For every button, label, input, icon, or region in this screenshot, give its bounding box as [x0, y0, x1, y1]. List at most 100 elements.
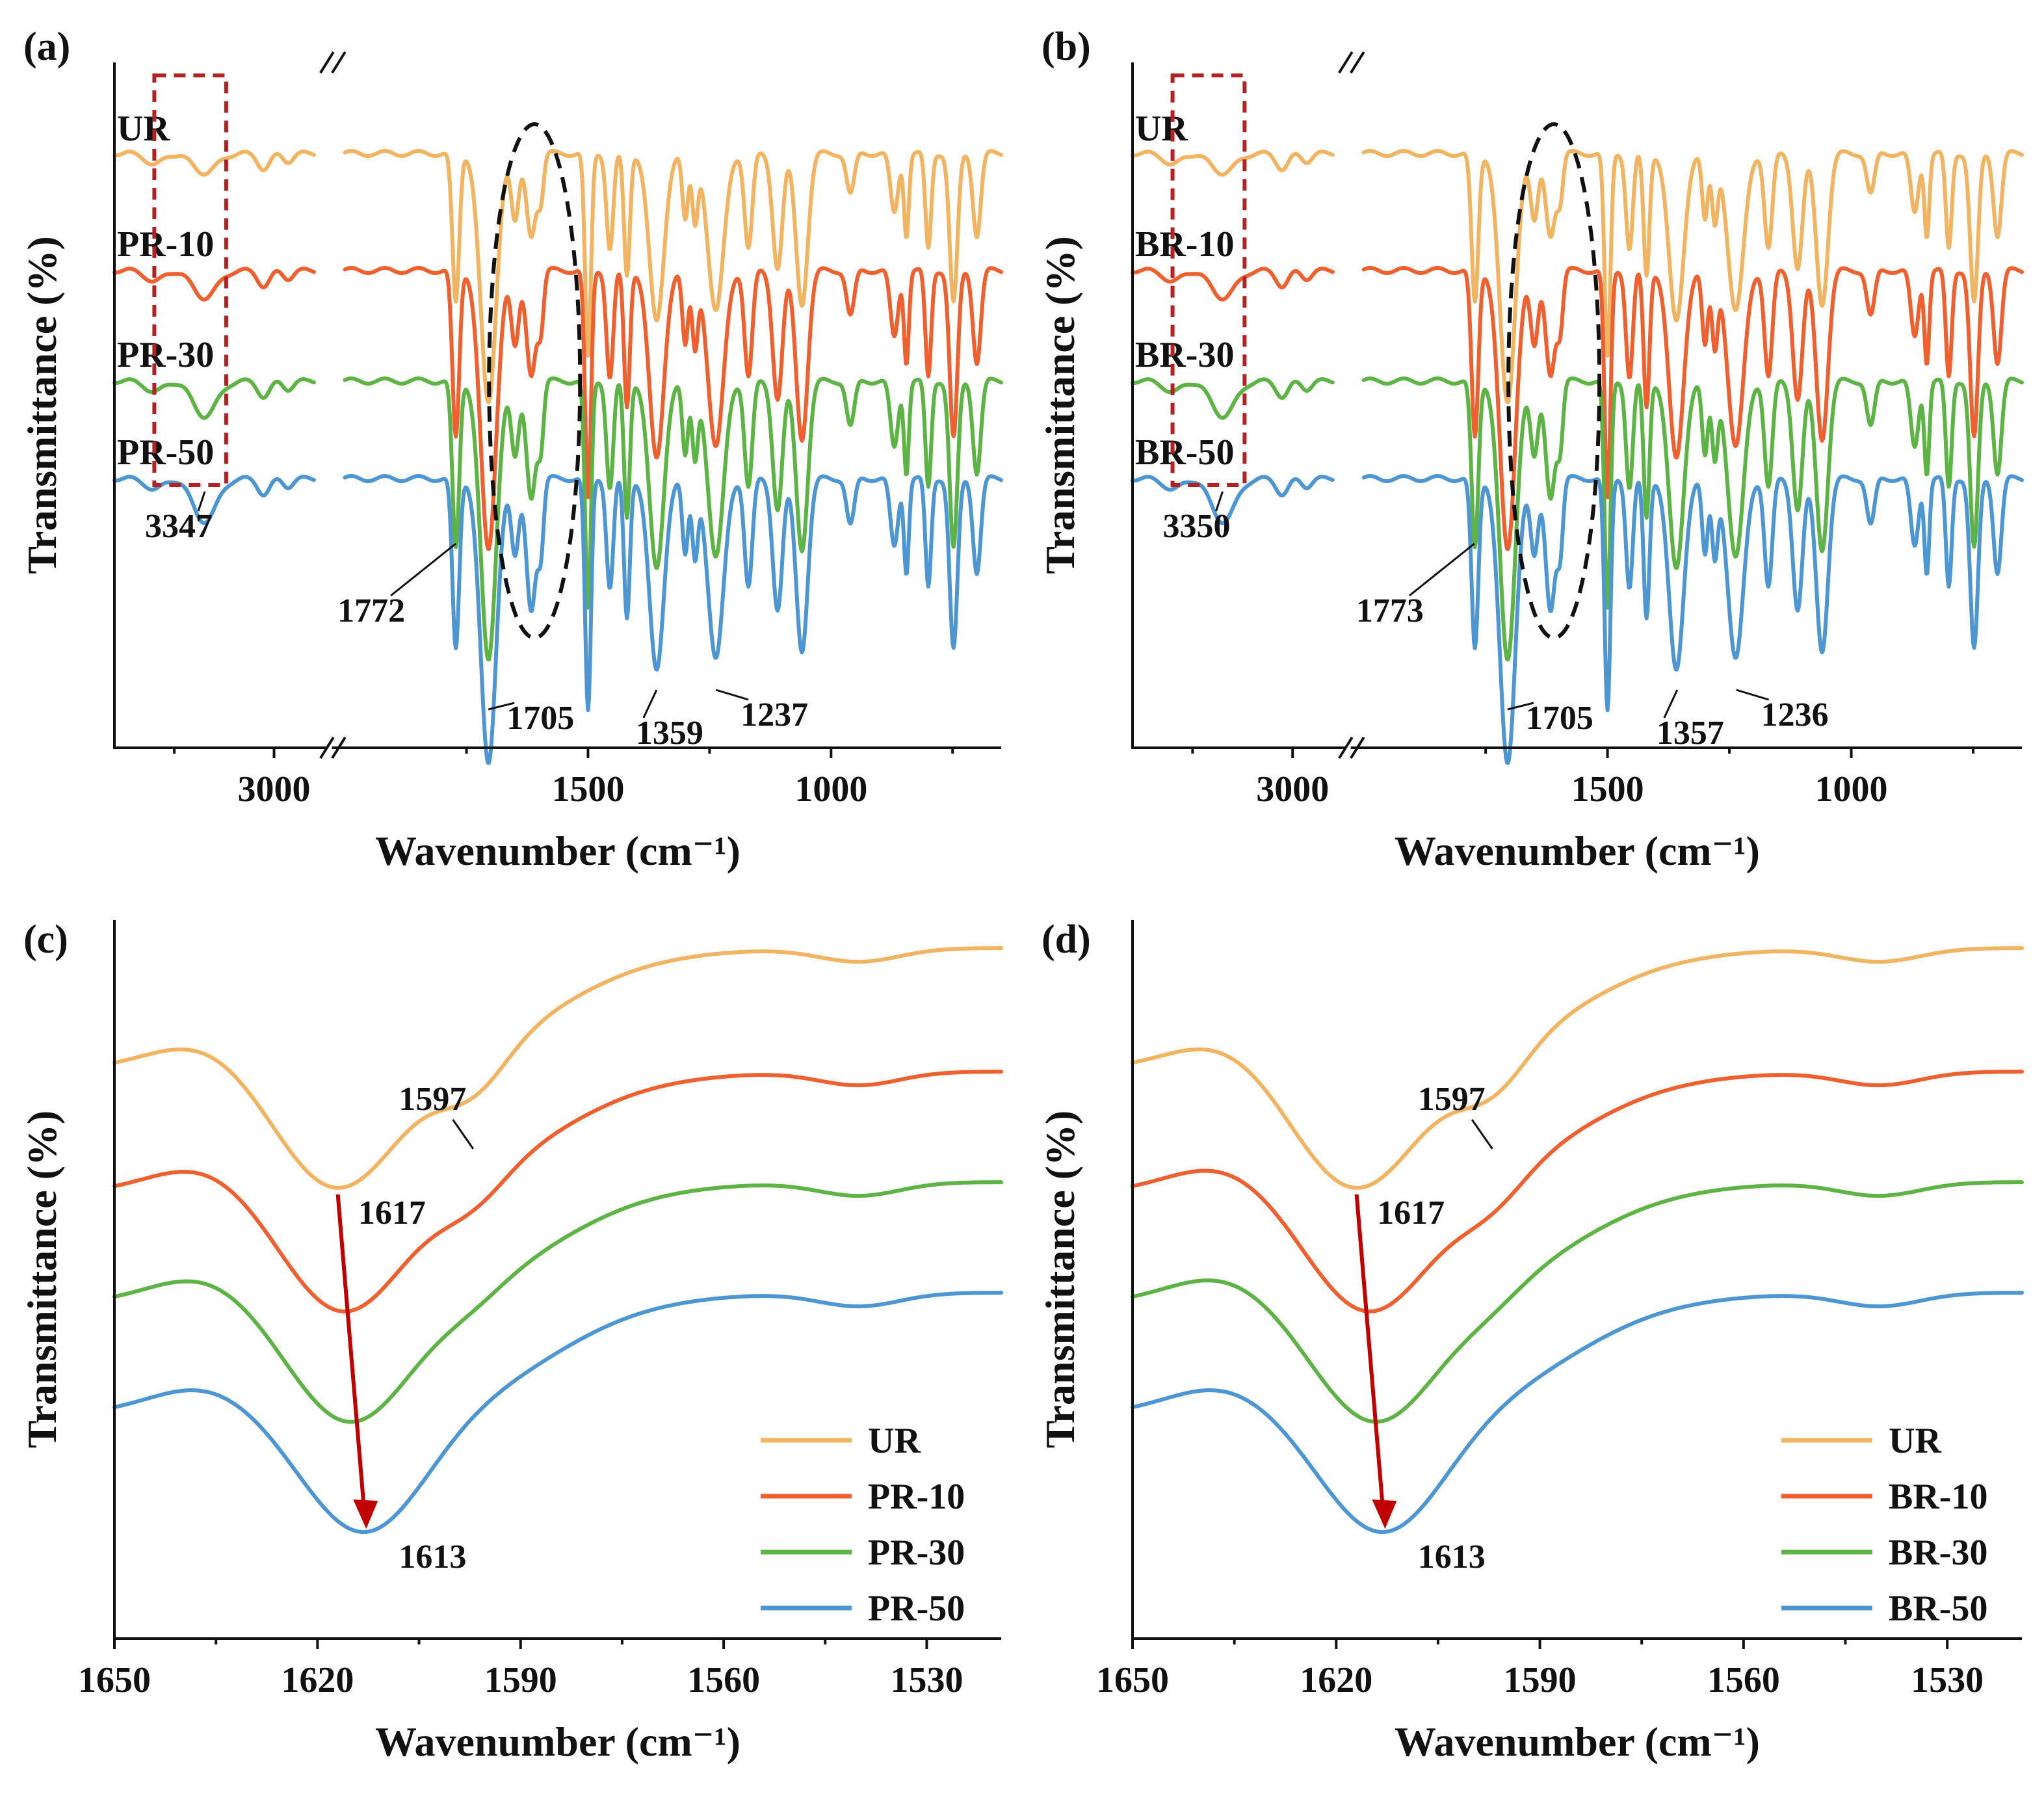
panel-d: 1650 1620 1590 1560 1530 Wavenumber (cm⁻¹) Tra…: [1037, 917, 2024, 1765]
x-tick-label-1530: 1530: [890, 1660, 963, 1700]
axis-break-mark: [331, 51, 347, 74]
peak-annotation-1597: 1597: [1418, 1081, 1486, 1118]
series-line-BR-10: [1361, 266, 2024, 551]
axis-frame-left: [1131, 62, 1346, 749]
series-label-BR-50: BR-50: [1135, 432, 1234, 473]
legend-label-BR-50: BR-50: [1889, 1589, 1987, 1629]
peak-annotation-1617: 1617: [358, 1194, 426, 1232]
x-tick-label-1650: 1650: [1096, 1660, 1169, 1700]
series-label-PR-10: PR-10: [117, 224, 214, 265]
panel-letter: (d): [1042, 917, 1091, 962]
series-label-PR-50: PR-50: [117, 432, 214, 473]
series-label-UR: UR: [117, 109, 170, 149]
panel-letter: (b): [1042, 25, 1091, 69]
x-axis-title: Wavenumber (cm⁻¹): [375, 828, 740, 874]
peak-annotation-1617: 1617: [1377, 1194, 1445, 1232]
panel-b: UR BR-10 BR-30 BR-50 3000 1500 1000 Wavenumber …: [1037, 25, 2024, 874]
series-line-UR: [1131, 946, 2024, 1190]
annotation-arrow: [1215, 491, 1224, 512]
series-line-UR: [112, 946, 1003, 1190]
legend-label-PR-10: PR-10: [868, 1477, 965, 1517]
highlight-box: [1170, 73, 1247, 487]
panel-letter: (a): [23, 25, 70, 69]
axis-break-mark: [1350, 736, 1365, 759]
series-line-BR-30: [1131, 1180, 2024, 1424]
x-tick-label-1620: 1620: [281, 1660, 354, 1700]
axis-break-mark: [1338, 51, 1354, 74]
axis-frame: [1131, 920, 2022, 1640]
annotation-arrow: [1663, 689, 1679, 719]
peak-annotation-1236: 1236: [1761, 696, 1829, 733]
x-tick-label-1560: 1560: [687, 1660, 760, 1700]
x-tick-label-1590: 1590: [1504, 1660, 1577, 1700]
peak-annotation-1357: 1357: [1657, 715, 1724, 752]
x-tick-label-3000: 3000: [238, 769, 311, 810]
y-axis-title: Transmittance (%): [1037, 236, 1083, 574]
y-axis-title: Transmittance (%): [19, 236, 65, 574]
peak-annotation-1613: 1613: [1418, 1538, 1486, 1576]
y-axis-title: Transmittance (%): [19, 1111, 65, 1449]
series-line-PR-50-high: [112, 475, 316, 525]
series-line-BR-50: [1361, 474, 2024, 765]
annotation-arrow: [642, 689, 658, 719]
legend-label-PR-30: PR-30: [868, 1533, 965, 1573]
legend-label-BR-10: BR-10: [1889, 1477, 1987, 1517]
legend-label-UR: UR: [1889, 1421, 1941, 1461]
annotation-arrow: [197, 491, 206, 512]
axis-break-mark: [1338, 736, 1354, 759]
series-line-PR-50: [343, 474, 1003, 765]
series-line-PR-30: [112, 1180, 1003, 1424]
axis-frame-left: [113, 62, 327, 749]
peak-annotation-3347: 3347: [145, 508, 213, 545]
legend-label-BR-30: BR-30: [1889, 1533, 1987, 1573]
x-tick-label-3000: 3000: [1256, 769, 1329, 810]
annotation-arrow: [452, 1119, 475, 1150]
series-line-BR-50-high: [1131, 475, 1335, 525]
x-tick-label-1500: 1500: [1571, 769, 1644, 810]
annotation-arrow: [488, 702, 515, 711]
annotation-arrow: [1408, 542, 1475, 597]
series-line-UR-high: [1131, 150, 1335, 177]
series-line-PR-50: [112, 1291, 1003, 1535]
series-label-BR-30: BR-30: [1135, 335, 1234, 375]
highlight-ellipse: [487, 122, 583, 640]
series-line-PR-30-high: [112, 377, 316, 420]
series-line-PR-30: [343, 376, 1003, 662]
x-tick-label-1500: 1500: [551, 769, 624, 810]
x-tick-label-1530: 1530: [1911, 1660, 1984, 1700]
legend-label-UR: UR: [868, 1421, 921, 1461]
highlight-box: [152, 73, 228, 487]
panel-letter: (c): [23, 917, 68, 962]
legend-label-PR-50: PR-50: [868, 1589, 965, 1629]
series-line-BR-30-high: [1131, 377, 1335, 420]
axis-break-mark: [1350, 51, 1365, 74]
x-tick-label-1560: 1560: [1707, 1660, 1780, 1700]
highlight-ellipse: [1506, 122, 1602, 640]
series-line-UR-high: [112, 150, 316, 177]
annotation-arrow: [715, 689, 749, 701]
y-axis-title: Transmittance (%): [1037, 1111, 1083, 1449]
series-label-BR-10: BR-10: [1135, 224, 1234, 265]
shift-arrow: [335, 1194, 367, 1520]
axis-break-mark: [331, 736, 347, 759]
axis-break-mark: [319, 51, 335, 74]
peak-annotation-1613: 1613: [399, 1538, 466, 1576]
peak-annotation-1237: 1237: [740, 696, 808, 733]
x-tick-label-1650: 1650: [78, 1660, 151, 1700]
series-label-UR: UR: [1135, 109, 1188, 149]
annotation-arrow: [1507, 702, 1534, 711]
annotation-arrow: [390, 542, 457, 597]
series-line-BR-10: [1131, 1070, 2024, 1313]
peak-annotation-1597: 1597: [399, 1081, 466, 1118]
series-line-PR-10-high: [112, 267, 316, 302]
series-line-PR-10: [112, 1070, 1003, 1313]
peak-annotation-1705: 1705: [506, 700, 574, 737]
series-label-PR-30: PR-30: [117, 335, 214, 375]
panel-c: 1650 1620 1590 1560 1530 Wavenumber (cm⁻¹) Tra…: [19, 917, 1003, 1765]
x-tick-label-1620: 1620: [1300, 1660, 1372, 1700]
peak-annotation-1772: 1772: [337, 592, 405, 629]
axis-break-mark: [319, 736, 335, 759]
annotation-arrow: [1471, 1119, 1493, 1150]
x-tick-label-1000: 1000: [794, 769, 867, 810]
